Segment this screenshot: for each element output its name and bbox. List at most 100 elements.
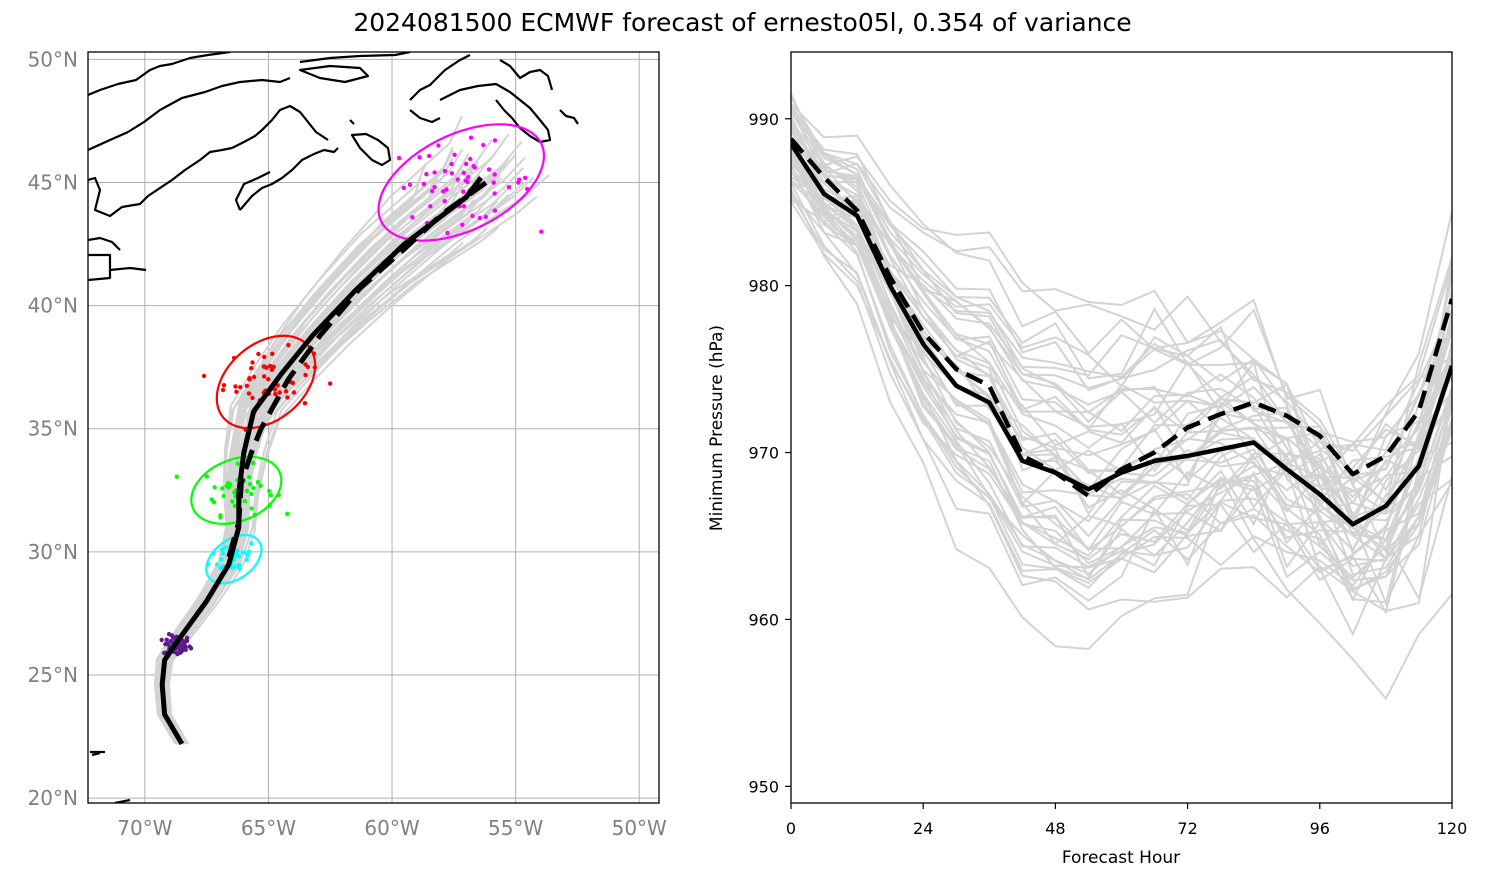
ensemble-position-dot <box>249 366 254 371</box>
latitude-tick-labels: 20°N 25°N 30°N 35°N 40°N 45°N 50°N <box>28 47 78 810</box>
ensemble-position-dot <box>421 181 426 187</box>
ensemble-position-dot <box>244 557 249 562</box>
ensemble-position-dot <box>483 214 488 219</box>
x-axis-label: Forecast Hour <box>1062 848 1180 868</box>
mean-pressure-lines <box>791 137 1452 527</box>
ensemble-position-dot <box>211 551 216 556</box>
ensemble-position-dot <box>235 548 240 553</box>
ensemble-pressure-line <box>791 137 1452 602</box>
ensemble-position-dot <box>159 637 164 643</box>
ensemble-position-dot <box>219 557 224 562</box>
ensemble-pressure-line <box>791 176 1452 443</box>
ensemble-position-dot <box>220 486 225 491</box>
ensemble-pressure-line <box>791 191 1452 562</box>
ensemble-position-dot <box>445 230 450 236</box>
ensemble-position-dot <box>247 377 252 382</box>
ensemble-position-dot <box>238 385 243 390</box>
x-tick-label: 72 <box>1177 819 1197 838</box>
mean-pressure-solid <box>791 142 1452 527</box>
y-axis-ticks: 950 960 970 980 990 <box>748 110 791 796</box>
y-tick-label: 950 <box>748 777 779 796</box>
ensemble-position-dot <box>491 180 496 185</box>
ensemble-position-dot <box>270 351 275 356</box>
ensemble-position-dot <box>187 644 192 649</box>
ensemble-position-dot <box>244 383 250 388</box>
lon-tick-label: 50°W <box>612 816 667 840</box>
ensemble-position-dot <box>449 171 455 176</box>
ensemble-position-dot <box>240 550 246 555</box>
ensemble-position-dot <box>249 541 254 546</box>
ensemble-position-dot <box>468 156 473 162</box>
ensemble-position-dot <box>175 651 180 657</box>
ensemble-position-dot <box>449 161 454 167</box>
ensemble-position-dot <box>268 493 273 498</box>
ensemble-position-dot <box>283 389 289 394</box>
ensemble-position-dot <box>251 460 256 466</box>
x-tick-label: 96 <box>1310 819 1330 838</box>
lat-tick-label: 40°N <box>28 294 78 318</box>
figure-title: 2024081500 ECMWF forecast of ernesto05l,… <box>353 8 1132 37</box>
ensemble-position-dot <box>267 488 272 494</box>
pressure-plot-area <box>791 52 1452 803</box>
uncertainty-ellipse-48h <box>190 455 283 525</box>
ensemble-position-dot <box>410 215 415 220</box>
mean-tracks <box>159 176 488 746</box>
ensemble-position-dot <box>273 391 278 397</box>
ensemble-position-dot <box>442 168 448 174</box>
lat-tick-label: 30°N <box>28 540 78 564</box>
ensemble-position-dot <box>463 178 468 183</box>
ensemble-position-dot <box>461 204 467 209</box>
ensemble-position-dot <box>276 492 281 498</box>
ensemble-pressure-line <box>791 200 1452 565</box>
ensemble-position-dot <box>470 213 475 218</box>
ensemble-position-dot <box>250 395 255 401</box>
ensemble-position-dot <box>460 222 465 227</box>
ensemble-position-dot <box>166 632 172 637</box>
ensemble-position-dot <box>262 354 267 360</box>
ensemble-position-dot <box>471 163 476 169</box>
lat-tick-label: 50°N <box>28 47 78 71</box>
ensemble-position-dot <box>427 153 432 159</box>
x-tick-label: 48 <box>1045 819 1065 838</box>
ensemble-pressure-line <box>791 162 1452 576</box>
lat-tick-label: 45°N <box>28 171 78 195</box>
ensemble-position-dot <box>291 390 297 395</box>
ensemble-position-dot <box>235 461 240 466</box>
ensemble-position-dot <box>442 199 447 204</box>
ensemble-position-dot <box>268 363 273 369</box>
ensemble-position-dot <box>517 177 522 182</box>
ensemble-position-dot <box>430 188 435 194</box>
ensemble-position-dot <box>481 142 486 148</box>
ensemble-position-dot <box>230 565 235 570</box>
ensemble-position-dot <box>464 161 469 167</box>
ensemble-position-dot <box>179 648 185 654</box>
ensemble-track <box>166 227 488 745</box>
ensemble-position-dot <box>312 365 317 370</box>
ensemble-position-dot <box>461 170 467 176</box>
ensemble-position-dot <box>525 186 530 192</box>
ensemble-position-dot <box>269 367 275 372</box>
lon-tick-label: 65°W <box>241 816 296 840</box>
ensemble-pressure-line <box>791 107 1452 552</box>
y-tick-label: 960 <box>748 610 779 629</box>
ensemble-pressure-line <box>791 111 1452 701</box>
ensemble-position-dot <box>492 191 497 196</box>
ensemble-position-dot <box>231 355 237 361</box>
ensemble-pressure-lines <box>791 92 1452 701</box>
ensemble-position-dot <box>285 395 290 400</box>
ensemble-position-dot <box>492 172 497 177</box>
ensemble-position-dot <box>220 551 226 556</box>
ensemble-position-dot <box>432 170 437 175</box>
ensemble-position-dot <box>266 377 271 382</box>
ensemble-position-dot <box>417 155 422 160</box>
coastline <box>88 52 579 803</box>
ensemble-position-dot <box>305 364 310 370</box>
ensemble-pressure-line <box>791 154 1452 552</box>
ensemble-position-dot <box>285 511 290 516</box>
ensemble-position-dot <box>486 167 492 172</box>
ensemble-position-dot <box>177 644 182 649</box>
ensemble-position-dot <box>328 381 333 386</box>
ensemble-position-dot <box>441 189 446 194</box>
ensemble-position-dot <box>201 373 207 379</box>
